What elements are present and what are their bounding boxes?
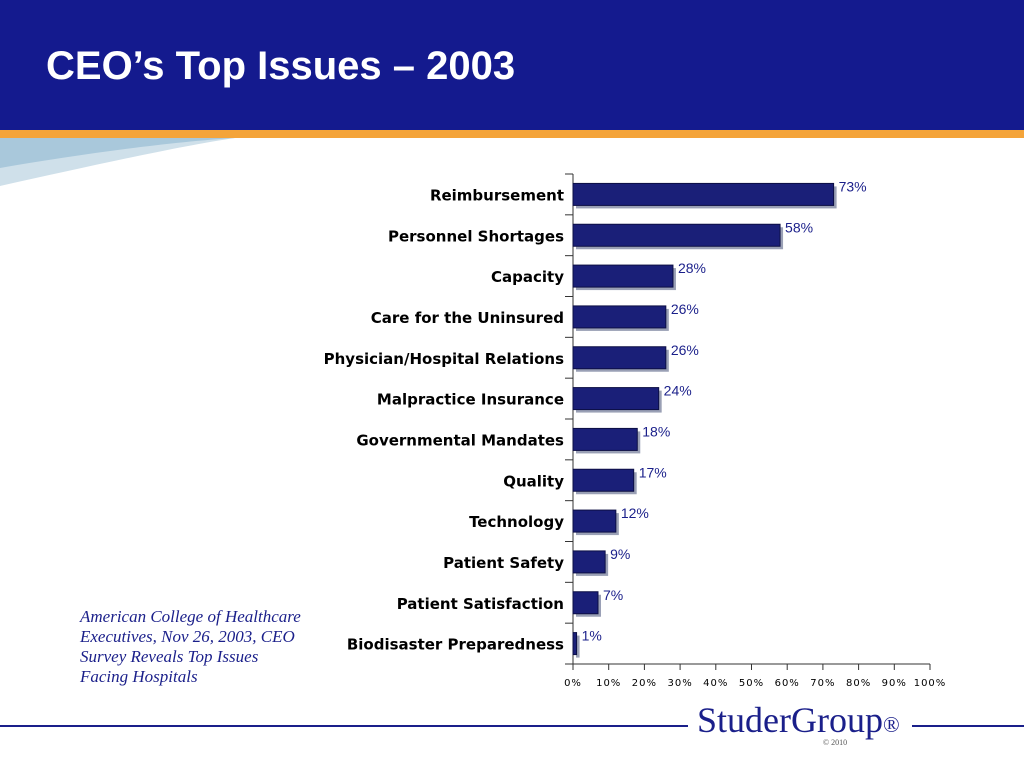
- x-tick-label: 70%: [810, 678, 835, 689]
- data-label: 28%: [678, 260, 706, 276]
- data-label: 17%: [639, 464, 667, 480]
- category-label: Patient Safety: [443, 554, 564, 572]
- data-label: 18%: [642, 423, 670, 439]
- x-tick-label: 60%: [775, 678, 800, 689]
- x-tick-label: 20%: [632, 678, 657, 689]
- bar-shadow: [576, 635, 580, 658]
- bar: [572, 550, 606, 574]
- data-label: 26%: [671, 342, 699, 358]
- category-label: Biodisaster Preparedness: [347, 636, 564, 654]
- x-tick-label: 80%: [846, 678, 871, 689]
- source-citation: American College of Healthcare Executive…: [80, 607, 301, 686]
- category-label: Malpractice Insurance: [377, 391, 564, 409]
- x-tick-label: 100%: [914, 678, 947, 689]
- bar: [572, 427, 638, 451]
- category-label: Technology: [469, 513, 564, 531]
- x-tick-label: 0%: [564, 678, 582, 689]
- data-label: 1%: [582, 628, 602, 644]
- data-label: 9%: [610, 546, 630, 562]
- bar: [572, 632, 578, 656]
- category-label: Reimbursement: [430, 186, 564, 204]
- data-label: 73%: [839, 178, 867, 194]
- bar-chart: Reimbursement 73% Personnel Shortages 58% Ca…: [324, 173, 947, 689]
- bar: [572, 223, 781, 247]
- studergroup-logo: StuderGroup®: [697, 700, 900, 745]
- x-tick-label: 90%: [882, 678, 907, 689]
- data-label: 26%: [671, 301, 699, 317]
- data-label: 7%: [603, 587, 623, 603]
- x-tick-label: 40%: [703, 678, 728, 689]
- category-label: Governmental Mandates: [356, 431, 564, 449]
- data-label: 12%: [621, 505, 649, 521]
- x-tick-label: 30%: [667, 678, 692, 689]
- bar: [572, 509, 617, 533]
- title-banner: [0, 0, 1024, 130]
- slide-title: CEO’s Top Issues – 2003: [46, 44, 516, 88]
- bar: [572, 264, 674, 288]
- footer-line-right: [912, 725, 1024, 727]
- bar: [572, 182, 835, 206]
- data-label: 24%: [664, 383, 692, 399]
- category-label: Capacity: [491, 268, 564, 286]
- category-label: Care for the Uninsured: [371, 309, 564, 327]
- bar: [572, 591, 599, 615]
- x-tick-label: 10%: [596, 678, 621, 689]
- orange-accent-bar: [0, 130, 1024, 138]
- bar: [572, 387, 660, 411]
- category-label: Personnel Shortages: [388, 227, 564, 245]
- x-tick-label: 50%: [739, 678, 764, 689]
- category-label: Quality: [503, 472, 564, 490]
- footer-line-left: [0, 725, 688, 727]
- bar: [572, 305, 667, 329]
- logo-mark: ®: [882, 712, 900, 737]
- data-label: 58%: [785, 219, 813, 235]
- bar: [572, 346, 667, 370]
- bar: [572, 468, 635, 492]
- category-label: Patient Satisfaction: [397, 595, 564, 613]
- decorative-swoosh: [0, 138, 235, 186]
- copyright-notice: © 2010: [823, 738, 848, 747]
- logo-text: StuderGroup: [697, 700, 883, 740]
- category-label: Physician/Hospital Relations: [324, 350, 564, 368]
